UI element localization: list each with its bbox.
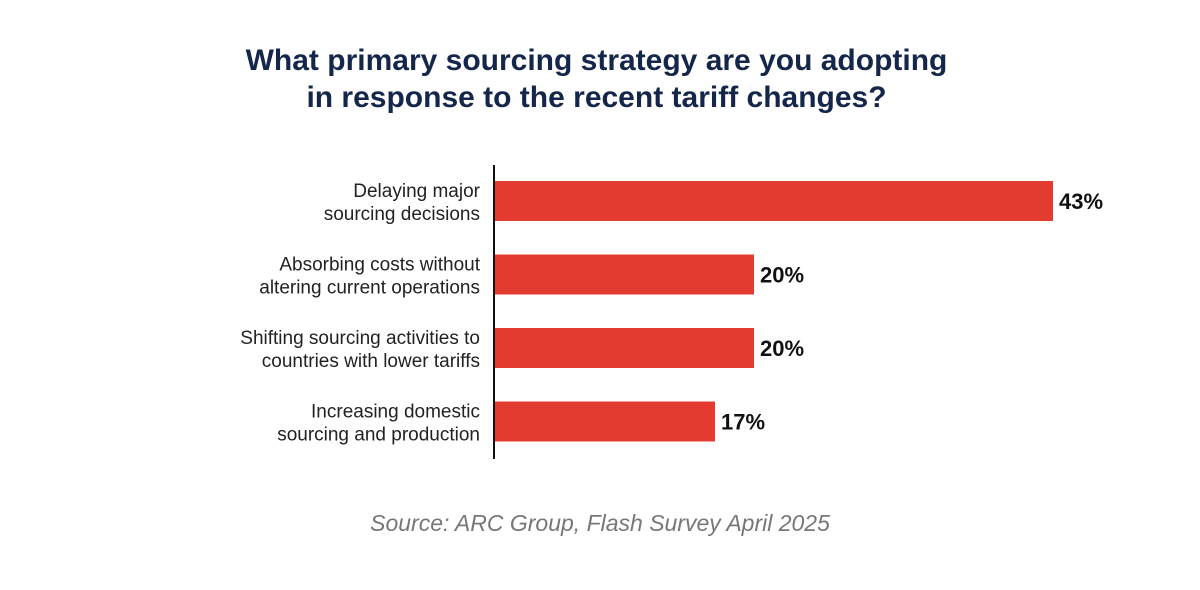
- bar: [495, 401, 715, 442]
- bar: [495, 181, 1053, 221]
- data-label: 20%: [760, 263, 804, 288]
- category-label: Shifting sourcing activities to: [240, 328, 480, 349]
- bar: [495, 254, 754, 295]
- category-label: sourcing decisions: [324, 204, 480, 225]
- category-label: Absorbing costs without: [279, 255, 480, 276]
- data-label: 43%: [1059, 189, 1103, 214]
- bar: [495, 328, 754, 368]
- data-label: 17%: [721, 410, 765, 435]
- category-label: Increasing domestic: [311, 402, 480, 423]
- chart-title-line: in response to the recent tariff changes…: [306, 81, 887, 114]
- source-note: Source: ARC Group, Flash Survey April 20…: [370, 510, 830, 536]
- chart-title: What primary sourcing strategy are you a…: [0, 42, 1193, 116]
- category-label: altering current operations: [259, 278, 480, 299]
- category-label: sourcing and production: [277, 425, 480, 446]
- data-label: 20%: [760, 336, 804, 361]
- category-label: countries with lower tariffs: [262, 351, 480, 372]
- chart-title-line: What primary sourcing strategy are you a…: [245, 44, 948, 77]
- category-label: Delaying major: [353, 181, 480, 202]
